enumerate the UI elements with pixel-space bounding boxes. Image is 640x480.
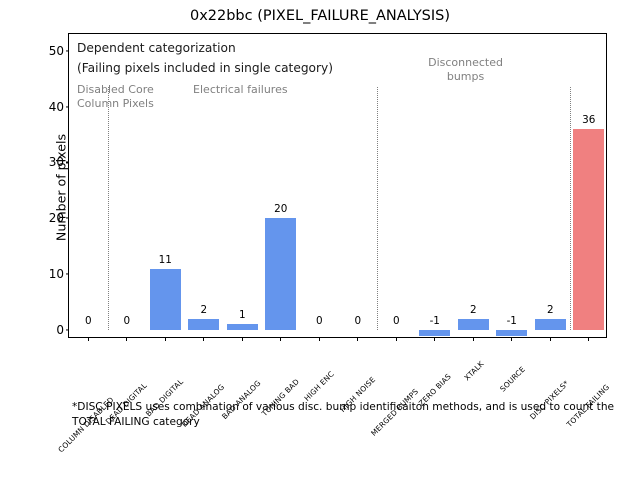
x-tick-mark [318,337,320,341]
bar-value-label: -1 [506,315,517,328]
y-tick-label: 10 [48,267,64,282]
bar-value-label: 2 [200,303,208,316]
bar-value-label: 0 [123,315,131,328]
bar-value-label: 2 [546,303,554,316]
x-tick-mark [203,337,205,341]
bar-value-label: 2 [469,303,477,316]
y-tick-mark [65,217,69,219]
y-tick-mark [65,161,69,164]
y-tick-label: 0 [56,323,64,338]
chart-annotation: (Failing pixels included in single categ… [77,61,333,75]
x-tick-mark [511,337,513,341]
x-tick-mark [357,337,359,341]
bar [496,330,528,336]
chart-annotation: Electrical failures [193,83,288,96]
bar [226,324,258,331]
bar [457,318,489,331]
bar [419,330,451,336]
bar-value-label: 20 [274,203,288,216]
bar [265,218,297,331]
y-tick-label: 40 [48,99,64,114]
bar [188,318,220,331]
category-separator-line [107,87,109,331]
bar-value-label: -1 [429,315,440,328]
bar-value-label: 11 [158,253,172,266]
bar-value-label: 0 [84,315,92,328]
category-separator-line [569,87,571,331]
x-tick-label: SOURCE [497,364,527,394]
bar [149,268,181,331]
plot-inner: Dependent categorization (Failing pixels … [69,34,606,337]
x-tick-mark [434,337,436,341]
bar [573,128,605,331]
category-separator-line [377,87,378,331]
y-tick-mark [65,50,69,52]
x-tick-mark [549,337,551,341]
page-title: 0x22bbc (PIXEL_FAILURE_ANALYSIS) [189,8,451,24]
chart-annotation: Disconnected bumps [428,56,503,84]
bar-value-label: 0 [392,315,400,328]
x-tick-mark [164,337,166,341]
y-tick-mark [65,329,69,331]
y-tick-mark [65,106,69,108]
bar-value-label: 36 [582,113,596,126]
bar-value-label: 0 [315,315,323,328]
bar [534,318,566,331]
y-tick-mark [65,273,69,275]
x-tick-mark [472,337,474,341]
x-tick-mark [588,337,590,341]
bar-value-label: 1 [238,309,246,322]
y-axis-label: Number of pixels [53,133,69,242]
x-tick-label: HIGH ENC [302,369,337,403]
footnote: *DISC PIXELS uses combination of various… [72,401,615,429]
x-tick-mark [395,337,397,341]
x-tick-mark [241,337,243,341]
bar-value-label: 0 [354,315,362,328]
x-tick-label: XTALK [462,359,486,383]
chart-annotation: Disabled Core Column Pixels [77,83,154,111]
x-tick-mark [87,337,89,341]
x-tick-mark [126,337,128,341]
y-tick-label: 30 [48,155,64,170]
y-tick-label: 20 [48,211,64,226]
x-tick-mark [280,337,282,341]
plot-area: Number of pixels 0 10 20 30 40 50 COLUMN DISA… [49,33,611,454]
y-tick-label: 50 [48,43,64,58]
chart-annotation: Dependent categorization [77,41,236,55]
